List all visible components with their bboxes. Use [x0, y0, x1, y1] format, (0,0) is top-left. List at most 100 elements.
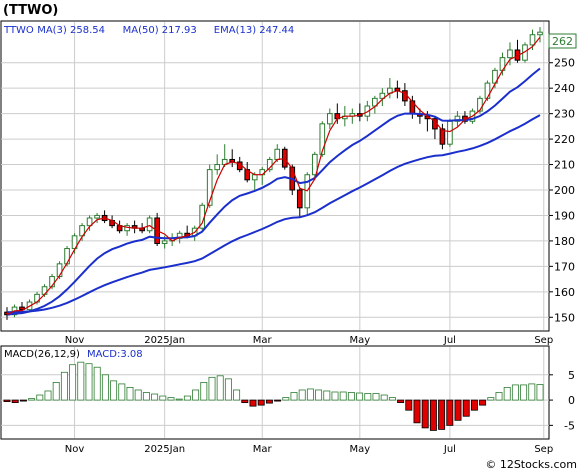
macd-bar	[216, 375, 224, 401]
macd-bar	[118, 383, 126, 401]
last-price-tag: 262	[552, 35, 573, 48]
macd-bar	[60, 371, 68, 401]
candle-body	[454, 115, 461, 122]
candle-body	[319, 123, 326, 155]
macd-bar	[77, 361, 85, 401]
price-x-tick-label: Mar	[253, 335, 273, 346]
macd-bar	[126, 387, 134, 401]
macd-bar	[298, 389, 306, 401]
macd-bar	[233, 389, 241, 401]
candle-body	[477, 97, 483, 112]
candle-body	[86, 217, 93, 227]
legend-item: TTWO	[3, 25, 34, 36]
macd-bar	[274, 399, 282, 402]
price-x-tick-label: Sep	[534, 335, 553, 346]
macd-bar	[331, 391, 339, 401]
macd-bar	[503, 387, 511, 401]
macd-bar	[224, 378, 232, 401]
macd-bar	[290, 392, 298, 401]
price-grid	[1, 22, 549, 330]
candle-body	[146, 217, 153, 232]
candle-body	[537, 31, 543, 36]
price-y-tick-label: 220	[554, 133, 575, 146]
macd-bar	[339, 391, 347, 401]
chart-title: (TTWO)	[3, 3, 58, 18]
macd-bar	[257, 399, 265, 406]
macd-bar	[495, 392, 503, 401]
candle-body	[206, 169, 213, 206]
price-y-tick-label: 190	[554, 209, 575, 222]
macd-x-tick-label: May	[349, 444, 370, 455]
macd-bar	[282, 397, 290, 401]
macd-legend-value: MACD:3.08	[87, 349, 143, 360]
macd-bar	[183, 395, 191, 401]
macd-bar	[429, 399, 437, 431]
macd-bar	[397, 399, 405, 404]
macd-bar	[356, 392, 364, 401]
price-x-tick-label: Nov	[65, 335, 85, 346]
macd-bar	[142, 392, 150, 401]
price-panel	[0, 20, 550, 332]
macd-y-axis: 5 0 -5	[549, 369, 575, 432]
macd-bar	[85, 363, 93, 401]
macd-bar	[388, 397, 396, 401]
macd-bar	[93, 366, 101, 401]
candle-body	[94, 214, 100, 219]
macd-bar	[421, 399, 429, 429]
macd-bar	[364, 393, 372, 401]
macd-bar	[167, 397, 175, 401]
macd-bar	[36, 394, 44, 401]
macd-bar	[3, 399, 11, 403]
macd-bar	[511, 384, 519, 401]
moving-average-lines	[6, 36, 541, 316]
macd-bar	[69, 364, 77, 401]
candle-body	[296, 189, 303, 209]
macd-bar	[479, 399, 487, 406]
macd-bar	[134, 389, 142, 401]
price-y-tick-label: 150	[554, 311, 575, 324]
macd-bar	[306, 388, 314, 401]
price-legend: TTWO MA(3) 258.54 MA(50) 217.93 EMA(13) 247…	[3, 25, 294, 36]
macd-x-tick-label: Jul	[443, 444, 456, 455]
macd-bar	[470, 399, 478, 411]
legend-item: MA(3) 258.54	[37, 25, 105, 36]
macd-bar	[151, 393, 159, 401]
macd-x-axis: Nov 2025Jan Mar May Jul Sep	[65, 444, 553, 455]
candle-body	[379, 92, 386, 99]
macd-bar	[52, 381, 60, 401]
candle-body	[364, 105, 371, 117]
legend-item: MA(50) 217.93	[123, 25, 197, 36]
macd-bar	[265, 399, 273, 404]
macd-bar	[200, 381, 208, 401]
macd-bar	[192, 389, 200, 401]
macd-x-tick-label: 2025Jan	[144, 444, 185, 455]
macd-x-tick-label: Sep	[534, 444, 553, 455]
macd-y-tick-label: 0	[568, 394, 575, 407]
ma50-line	[6, 114, 541, 314]
macd-bar	[487, 397, 495, 401]
price-y-tick-label: 170	[554, 260, 575, 273]
candle-body	[214, 164, 221, 171]
macd-bar	[347, 392, 355, 401]
price-x-tick-label: Jul	[443, 335, 456, 346]
macd-y-tick-label: -5	[564, 419, 575, 432]
macd-bar	[241, 399, 249, 404]
macd-bar	[536, 384, 544, 401]
price-x-axis: Nov 2025Jan Mar May Jul Sep	[65, 335, 553, 346]
price-y-tick-label: 180	[554, 235, 575, 248]
macd-bar	[110, 380, 118, 401]
candle-body	[19, 306, 25, 311]
macd-bar	[372, 393, 380, 401]
candle-body	[447, 120, 453, 145]
candle-body	[311, 153, 318, 176]
macd-bar	[520, 384, 528, 401]
ema13-line	[6, 67, 541, 316]
macd-y-tick-label: 5	[568, 369, 575, 382]
macd-bar	[323, 390, 331, 401]
watermark: © 12Stocks.com	[485, 458, 577, 471]
price-y-tick-label: 250	[554, 57, 575, 70]
macd-x-tick-label: Mar	[253, 444, 273, 455]
price-x-tick-label: May	[349, 335, 370, 346]
price-y-tick-label: 160	[554, 286, 575, 299]
